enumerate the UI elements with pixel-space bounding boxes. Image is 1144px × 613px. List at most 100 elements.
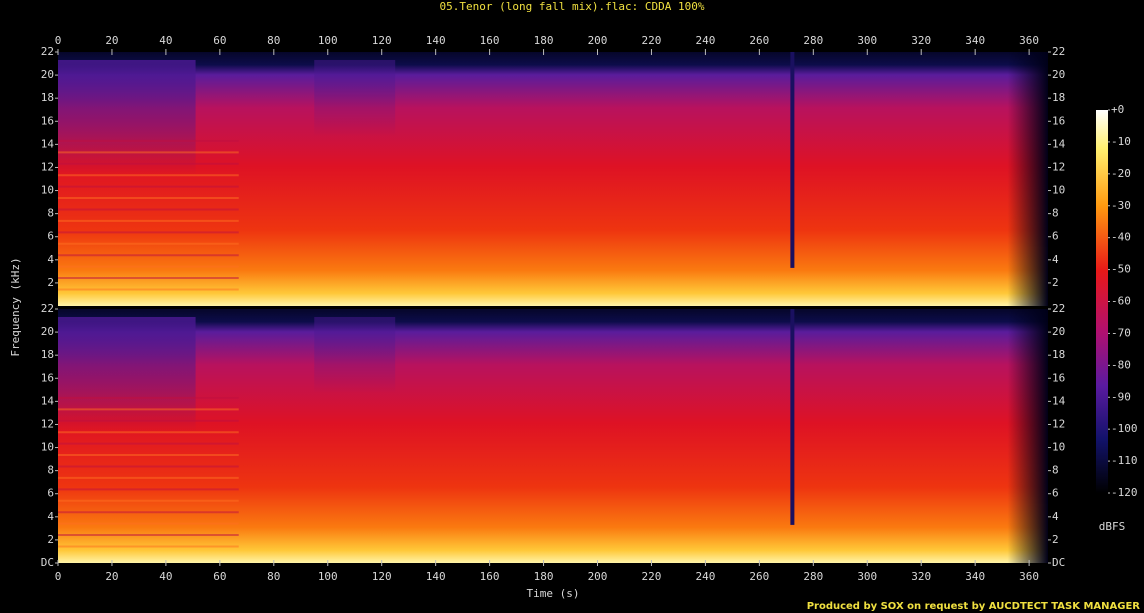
fade-out: [1007, 309, 1048, 563]
x-tick-label: 20: [105, 570, 118, 583]
y-tick-label: 16: [41, 114, 54, 127]
x-tick-label: 40: [159, 570, 172, 583]
colorbar-tick-label: -110: [1111, 454, 1138, 467]
y-tick-label: 14: [41, 137, 55, 150]
colorbar-tick-label: -80: [1111, 358, 1131, 371]
spectrogram-region: [314, 317, 396, 394]
x-tick-label: 140: [426, 34, 446, 47]
x-tick-label: 300: [857, 34, 877, 47]
y-tick-label: DC: [41, 556, 54, 569]
x-tick-label: 140: [426, 570, 446, 583]
y-tick-label: 22: [1052, 302, 1065, 315]
y-tick-label: 8: [47, 207, 54, 220]
y-tick-label: 2: [47, 276, 54, 289]
x-tick-label: 280: [803, 34, 823, 47]
spectrogram-region: [58, 317, 196, 432]
x-tick-label: 20: [105, 34, 118, 47]
y-tick-label: 18: [41, 91, 54, 104]
x-tick-label: 180: [534, 34, 554, 47]
colorbar-tick-label: -90: [1111, 390, 1131, 403]
colorbar-tick-label: -40: [1111, 231, 1131, 244]
y-tick-label: 14: [1052, 394, 1066, 407]
y-tick-label: 14: [1052, 137, 1066, 150]
x-axis-label: Time (s): [527, 587, 580, 600]
x-tick-label: 60: [213, 570, 226, 583]
x-tick-label: 320: [911, 34, 931, 47]
y-tick-label: 6: [47, 487, 54, 500]
y-tick-label: 12: [1052, 417, 1065, 430]
x-tick-label: 160: [480, 570, 500, 583]
y-tick-label: 16: [1052, 114, 1065, 127]
spectrogram-image: [58, 52, 1048, 306]
spectrogram-region: [314, 60, 396, 137]
y-tick-label: 20: [41, 325, 54, 338]
y-tick-label: 8: [1052, 207, 1059, 220]
y-tick-label: 10: [1052, 441, 1065, 454]
y-tick-label: 20: [1052, 325, 1065, 338]
x-tick-label: 240: [695, 570, 715, 583]
colorbar-tick-label: -50: [1111, 263, 1131, 276]
x-tick-label: 120: [372, 570, 392, 583]
x-tick-label: 220: [642, 34, 662, 47]
y-tick-label: DC: [1052, 556, 1065, 569]
x-tick-label: 200: [588, 34, 608, 47]
x-tick-label: 40: [159, 34, 172, 47]
chart-title: 05.Tenor (long fall mix).flac: CDDA 100%: [440, 0, 705, 13]
fade-out: [1007, 52, 1048, 306]
x-tick-label: 0: [55, 34, 62, 47]
x-tick-label: 200: [588, 570, 608, 583]
y-tick-label: 12: [41, 160, 54, 173]
colorbar-tick-label: -120: [1111, 486, 1138, 499]
footer: Produced by SOX on request by AUCDTECT T…: [807, 601, 1141, 612]
x-tick-label: 280: [803, 570, 823, 583]
y-tick-label: 16: [41, 371, 54, 384]
y-tick-label: 6: [47, 230, 54, 243]
y-tick-label: 18: [1052, 348, 1065, 361]
y-tick-label: 2: [1052, 276, 1059, 289]
y-tick-label: 10: [41, 184, 54, 197]
x-tick-label: 340: [965, 34, 985, 47]
y-tick-label: 18: [1052, 91, 1065, 104]
colorbar-tick-label: +0: [1111, 103, 1124, 116]
y-axis-label: Frequency (kHz): [9, 257, 22, 356]
x-tick-label: 0: [55, 570, 62, 583]
y-tick-label: 4: [1052, 253, 1059, 266]
x-tick-label: 260: [749, 570, 769, 583]
y-tick-label: 20: [41, 68, 54, 81]
y-tick-label: 22: [1052, 45, 1065, 58]
y-tick-label: 8: [47, 464, 54, 477]
y-tick-label: 4: [47, 510, 54, 523]
colorbar-label: dBFS: [1099, 520, 1126, 533]
x-tick-label: 220: [642, 570, 662, 583]
x-tick-label: 120: [372, 34, 392, 47]
x-tick-label: 100: [318, 34, 338, 47]
x-tick-label: 80: [267, 570, 280, 583]
dropout: [790, 309, 795, 525]
y-tick-label: 6: [1052, 230, 1059, 243]
x-tick-label: 60: [213, 34, 226, 47]
y-tick-label: 6: [1052, 487, 1059, 500]
colorbar-tick-label: -10: [1111, 135, 1131, 148]
x-tick-label: 240: [695, 34, 715, 47]
y-tick-label: 2: [47, 533, 54, 546]
spectrogram-region: [58, 60, 196, 175]
x-tick-label: 180: [534, 570, 554, 583]
colorbar-tick-label: -20: [1111, 167, 1131, 180]
colorbar-tick-label: -70: [1111, 326, 1131, 339]
x-tick-label: 340: [965, 570, 985, 583]
y-tick-label: 12: [1052, 160, 1065, 173]
y-tick-label: 14: [41, 394, 55, 407]
y-tick-label: 4: [47, 253, 54, 266]
y-tick-label: 22: [41, 45, 54, 58]
y-tick-label: 20: [1052, 68, 1065, 81]
dropout: [790, 52, 795, 268]
colorbar: [1096, 110, 1108, 493]
y-tick-label: 10: [1052, 184, 1065, 197]
y-tick-label: 22: [41, 302, 54, 315]
y-tick-label: 8: [1052, 464, 1059, 477]
y-tick-label: 2: [1052, 533, 1059, 546]
colorbar-tick-label: -60: [1111, 295, 1131, 308]
x-tick-label: 260: [749, 34, 769, 47]
colorbar-tick-label: -100: [1111, 422, 1138, 435]
